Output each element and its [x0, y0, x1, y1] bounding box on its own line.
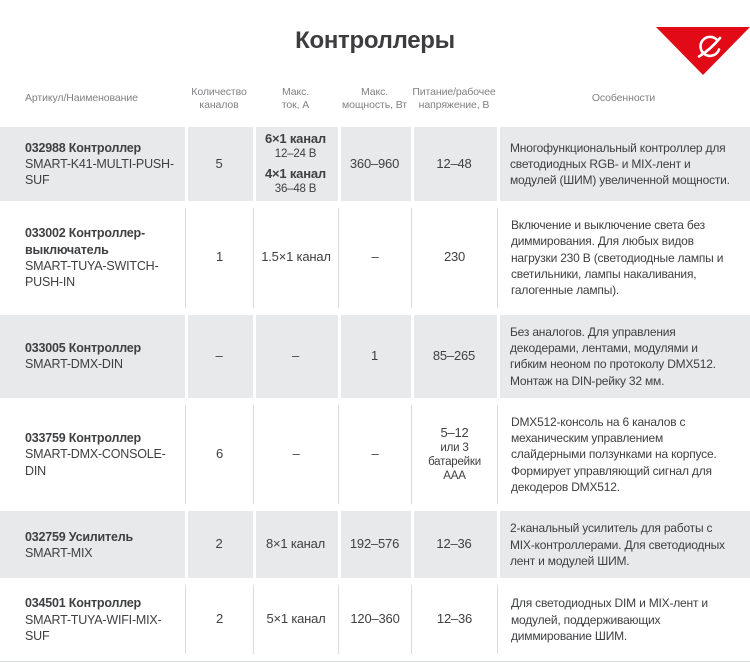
model-code: SMART-TUYA-WIFI-MIX-SUF	[25, 612, 162, 643]
channels-cell: 6	[185, 404, 253, 505]
voltage-value: 5–12	[440, 425, 469, 441]
table-row: 032988 Контроллер SMART-K41-MULTI-PUSH-S…	[0, 127, 750, 201]
channels-cell: 2	[185, 511, 253, 579]
page-title: Контроллеры	[295, 27, 455, 54]
max-current-cell: 5×1 канал	[253, 585, 338, 655]
current-label: 5×1 канал	[266, 611, 326, 627]
channels-cell: 2	[185, 585, 253, 655]
model-code: SMART-MIX	[25, 545, 93, 560]
voltage-value: 230	[443, 249, 466, 265]
voltage-cell: 12–36	[411, 511, 497, 579]
current-entry: 8×1 канал	[266, 536, 325, 553]
column-header-voltage: Питание/рабочее напряжение, В	[412, 85, 496, 111]
max-power-cell: 120–360	[338, 585, 411, 655]
current-entry: –	[292, 446, 299, 463]
column-header-max-power: Макс. мощность, Вт	[342, 85, 407, 111]
features-text: Многофункциональный контроллер для свето…	[510, 140, 730, 188]
current-voltage-range: 36–48 В	[274, 182, 317, 195]
article-number-and-type: 032988 Контроллер	[25, 140, 141, 155]
current-voltage-range: 12–24 В	[274, 148, 317, 161]
channels-cell: 1	[185, 208, 253, 308]
max-power-cell: 192–576	[338, 511, 411, 579]
model-code: SMART-TUYA-SWITCH-PUSH-IN	[25, 258, 159, 290]
features-cell: 2-канальный усилитель для работы с MIX-к…	[497, 511, 750, 579]
article-number-and-type: 033002 Контроллер-выключатель	[25, 226, 145, 257]
model-code: SMART-DMX-DIN	[25, 357, 123, 372]
current-label: 1.5×1 канал	[261, 249, 331, 265]
current-entry: 4×1 канал 36–48 В	[265, 166, 326, 197]
max-current-cell: –	[253, 404, 338, 505]
features-cell: Многофункциональный контроллер для свето…	[497, 127, 750, 201]
table-row: 034501 Контроллер SMART-TUYA-WIFI-MIX-SU…	[0, 585, 750, 655]
table-row: 033002 Контроллер-выключатель SMART-TUYA…	[0, 208, 750, 308]
catalog-page: Контроллеры Артикул/Наименование Количес…	[0, 27, 750, 662]
voltage-value: 12–36	[436, 536, 472, 552]
article-name-cell: 032988 Контроллер SMART-K41-MULTI-PUSH-S…	[0, 127, 185, 201]
brand-logo	[654, 27, 750, 77]
article-name-cell: 032759 Усилитель SMART-MIX	[0, 511, 185, 579]
voltage-value: 85–265	[432, 347, 476, 363]
column-header-channels: Количество каналов	[191, 85, 247, 111]
current-label: 8×1 канал	[265, 536, 326, 552]
current-entry: 5×1 канал	[266, 611, 325, 628]
article-number-and-type: 033005 Контроллер	[25, 340, 141, 355]
voltage-cell: 12–36	[411, 585, 497, 655]
article-name-cell: 033759 Контроллер SMART-DMX-CONSOLE-DIN	[0, 404, 185, 505]
arlight-swoosh-icon	[656, 27, 750, 75]
current-entry: –	[292, 348, 299, 365]
features-cell: DMX512-консоль на 6 каналов с механическ…	[497, 404, 750, 505]
column-header-max-current: Макс. ток, А	[281, 85, 310, 111]
current-entry: 6×1 канал 12–24 В	[265, 131, 326, 162]
article-number-and-type: 032759 Усилитель	[25, 529, 133, 544]
article-number-and-type: 033759 Контроллер	[25, 431, 141, 446]
model-code: SMART-DMX-CONSOLE-DIN	[25, 447, 166, 478]
table-header-row: Артикул/Наименование Количество каналов …	[0, 77, 750, 121]
max-power-cell: 360–960	[338, 127, 411, 201]
article-name-cell: 034501 Контроллер SMART-TUYA-WIFI-MIX-SU…	[0, 585, 185, 655]
features-text: Без аналогов. Для управления декодерами,…	[510, 324, 716, 388]
voltage-value: 12–36	[436, 611, 473, 627]
table-body: 032988 Контроллер SMART-K41-MULTI-PUSH-S…	[0, 127, 750, 655]
max-current-cell: 8×1 канал	[253, 511, 338, 579]
article-number-and-type: 034501 Контроллер	[25, 596, 141, 611]
max-power-cell: –	[338, 208, 411, 308]
table-row: 033759 Контроллер SMART-DMX-CONSOLE-DIN 6…	[0, 404, 750, 505]
controllers-table: Артикул/Наименование Количество каналов …	[0, 77, 750, 662]
voltage-cell: 230	[411, 208, 497, 308]
column-header-article: Артикул/Наименование	[25, 92, 138, 105]
voltage-cell: 85–265	[411, 314, 497, 398]
voltage-cell: 5–12 или 3 батарейки ААА	[411, 404, 497, 505]
article-name-cell: 033002 Контроллер-выключатель SMART-TUYA…	[0, 208, 185, 308]
voltage-value: 12–48	[436, 155, 472, 171]
current-label: 4×1 канал	[265, 166, 326, 181]
max-power-cell: 1	[338, 314, 411, 398]
column-header-features: Особенности	[591, 92, 656, 105]
features-cell: Без аналогов. Для управления декодерами,…	[497, 314, 750, 398]
features-cell: Для светодиодных DIM и MIX-лент и модуле…	[497, 585, 750, 655]
features-text: DMX512-консоль на 6 каналов с механическ…	[511, 414, 717, 495]
channels-cell: –	[185, 314, 253, 398]
features-text: Включение и выключение света без диммиро…	[511, 218, 724, 298]
model-code: SMART-K41-MULTI-PUSH-SUF	[25, 156, 174, 188]
current-label: 6×1 канал	[265, 131, 326, 147]
article-name-cell: 033005 Контроллер SMART-DMX-DIN	[0, 314, 185, 398]
current-entry: 1.5×1 канал	[261, 249, 331, 266]
max-current-cell: 6×1 канал 12–24 В 4×1 канал 36–48 В	[253, 127, 338, 201]
current-label: –	[292, 446, 300, 462]
features-text: Для светодиодных DIM и MIX-лент и модуле…	[511, 596, 708, 643]
max-current-cell: 1.5×1 канал	[253, 208, 338, 308]
features-cell: Включение и выключение света без диммиро…	[497, 208, 750, 308]
voltage-note: или 3 батарейки ААА	[428, 442, 481, 482]
table-row: 032759 Усилитель SMART-MIX 2 8×1 канал 192–…	[0, 511, 750, 579]
current-label: –	[291, 347, 300, 363]
voltage-cell: 12–48	[411, 127, 497, 201]
max-power-cell: –	[338, 404, 411, 505]
channels-cell: 5	[185, 127, 253, 201]
max-current-cell: –	[253, 314, 338, 398]
features-text: 2-канальный усилитель для работы с MIX-к…	[510, 521, 725, 568]
table-row: 033005 Контроллер SMART-DMX-DIN – –1 85–265…	[0, 314, 750, 398]
